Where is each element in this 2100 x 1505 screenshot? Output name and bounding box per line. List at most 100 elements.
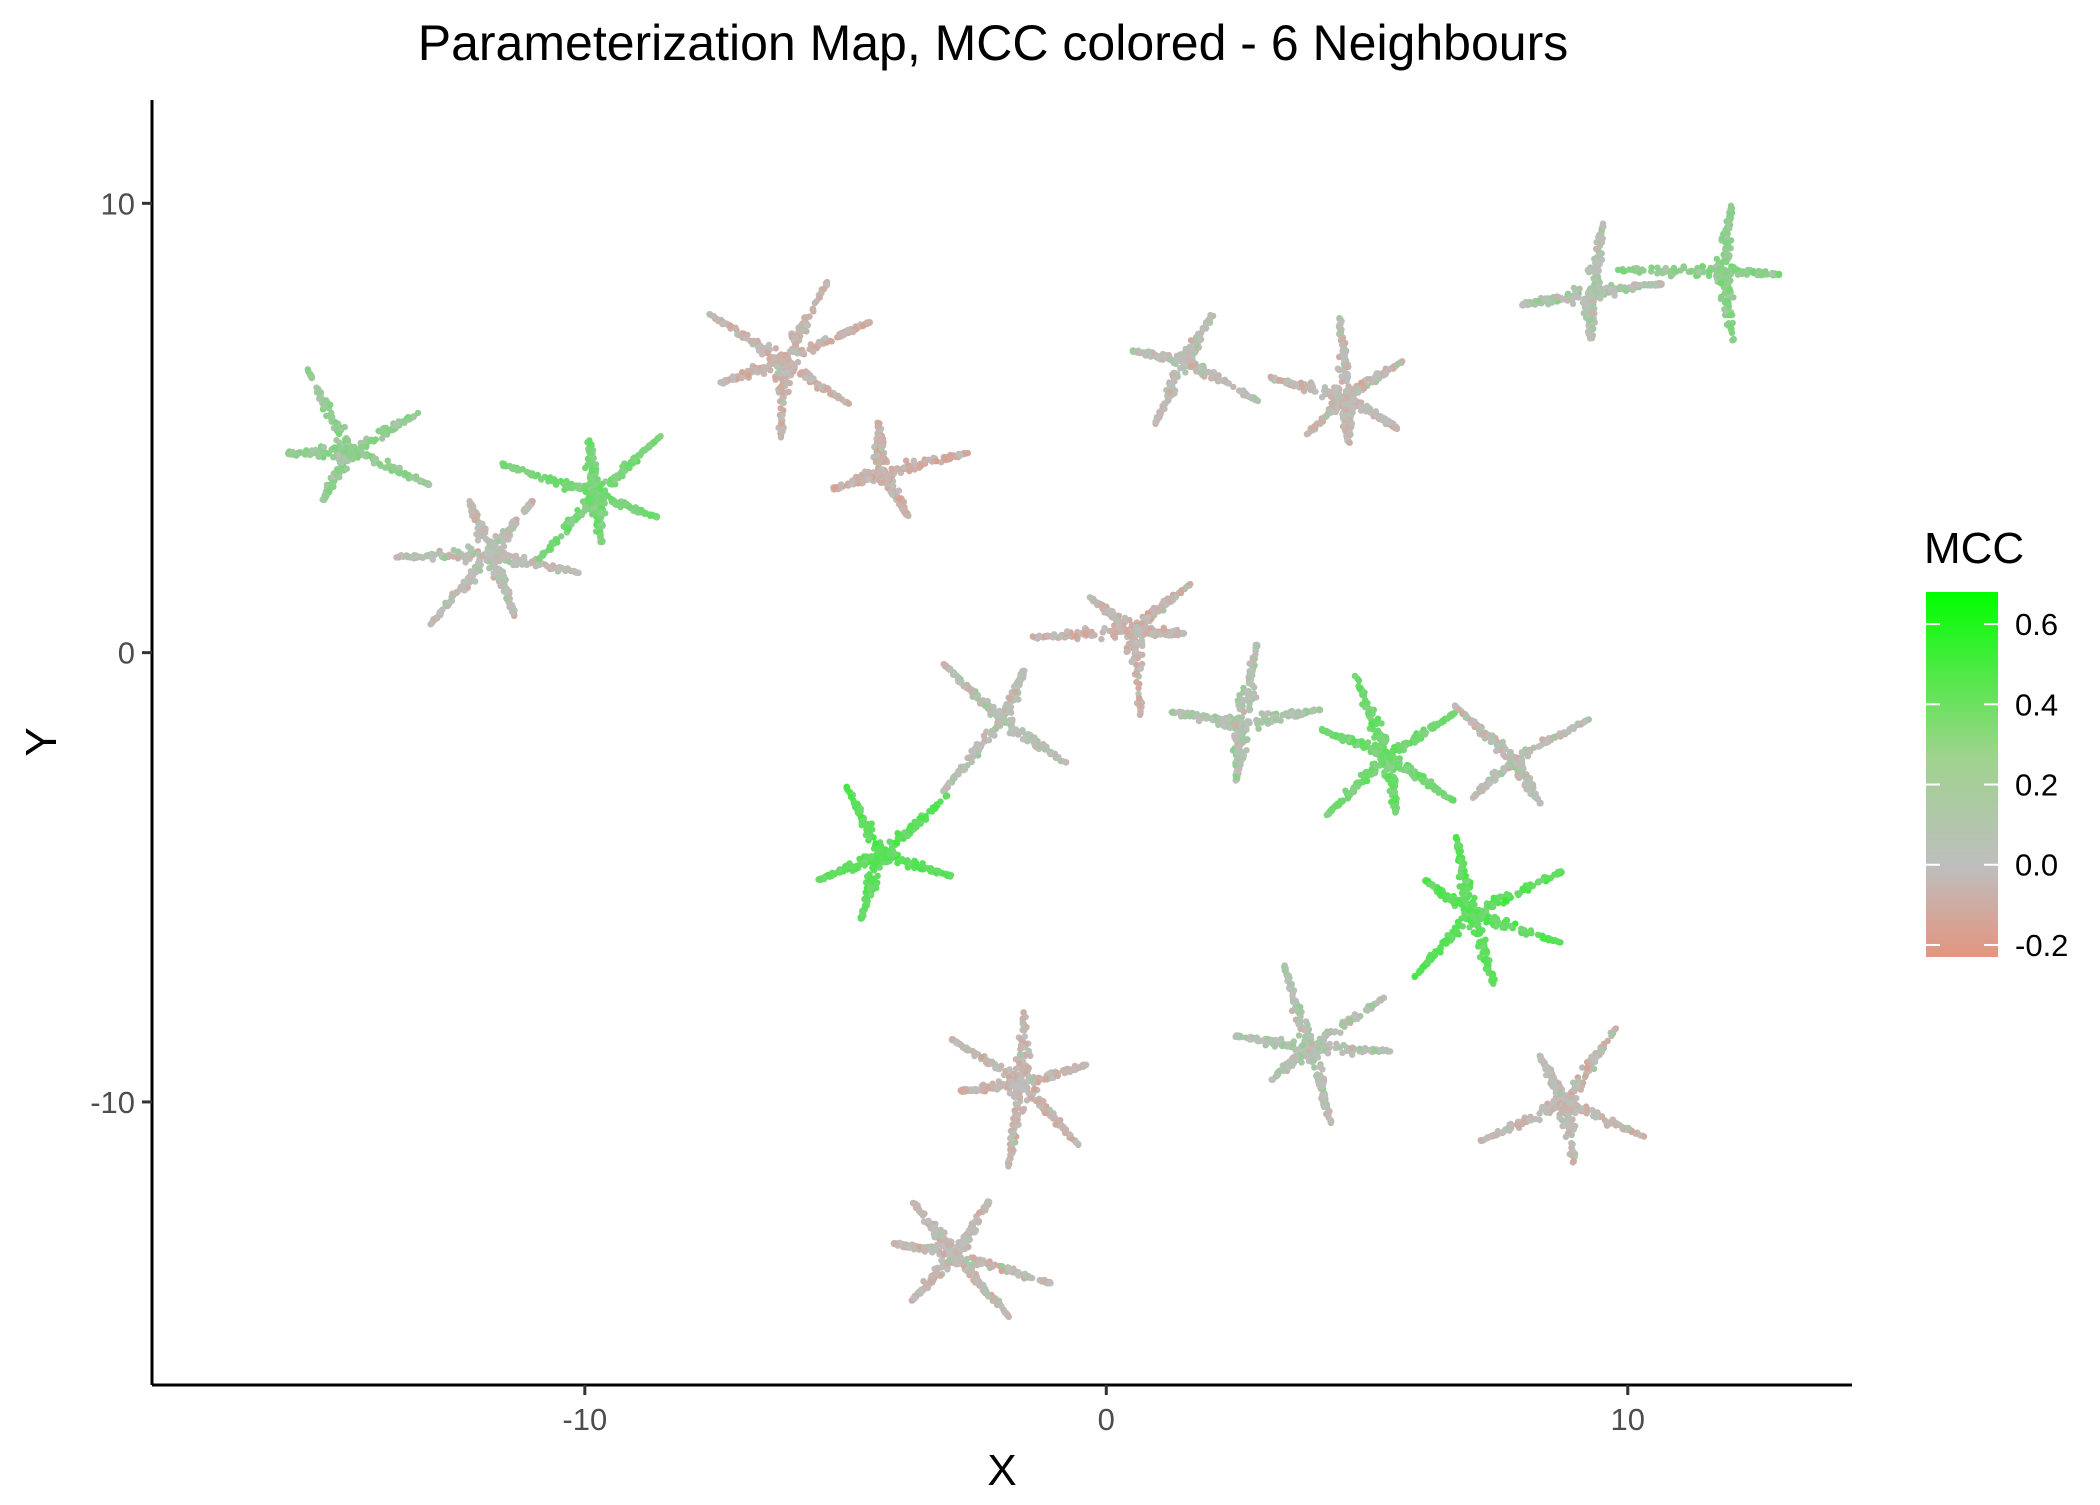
scatter-point (1235, 700, 1243, 707)
scatter-point (1187, 337, 1195, 344)
scatter-point (823, 385, 830, 392)
scatter-point (869, 875, 876, 882)
scatter-point (1380, 760, 1387, 767)
scatter-point (1149, 631, 1156, 638)
scatter-point (1699, 263, 1706, 270)
scatter-point (1133, 678, 1140, 686)
scatter-point (1658, 281, 1665, 288)
scatter-point (779, 428, 786, 435)
scatter-point (453, 589, 460, 597)
scatter-point (1101, 624, 1108, 632)
scatter-point (1583, 308, 1591, 315)
scatter-point (1372, 741, 1379, 748)
scatter-point (1187, 712, 1194, 719)
scatter-point (1596, 288, 1604, 295)
scatter-point (330, 454, 337, 461)
scatter-point (526, 471, 534, 478)
scatter-point (1216, 376, 1224, 383)
scatter-point (511, 558, 518, 565)
scatter-point (1226, 724, 1234, 732)
scatter-point (1132, 647, 1139, 655)
scatter-point (821, 875, 828, 883)
scatter-point (1235, 729, 1242, 736)
scatter-point (624, 462, 632, 470)
scatter-point (1769, 271, 1776, 278)
scatter-point (384, 457, 391, 464)
scatter-point (408, 474, 415, 481)
scatter-point (1591, 263, 1599, 271)
scatter-point (861, 895, 869, 902)
scatter-point (1589, 309, 1596, 317)
scatter-point (1007, 695, 1014, 702)
scatter-point (1088, 628, 1095, 636)
scatter-point (1726, 286, 1733, 293)
scatter-point (861, 904, 869, 911)
scatter-point (991, 732, 998, 739)
scatter-point (1744, 266, 1752, 274)
scatter-point (917, 462, 925, 470)
scatter-point (1215, 721, 1222, 728)
scatter-points (285, 202, 1783, 1321)
scatter-point (739, 369, 746, 376)
scatter-point (610, 474, 618, 481)
scatter-point (1267, 373, 1274, 380)
scatter-point (732, 324, 739, 331)
scatter-point (529, 498, 536, 505)
scatter-point (367, 437, 374, 444)
scatter-point (1726, 211, 1734, 218)
scatter-point (575, 569, 582, 577)
scatter-point (1589, 304, 1597, 311)
scatter-point (335, 451, 342, 458)
scatter-point (1358, 379, 1365, 386)
scatter-point (1082, 630, 1090, 637)
scatter-point (1715, 265, 1722, 272)
scatter-point (1351, 784, 1358, 792)
scatter-point (851, 800, 858, 808)
scatter-point (860, 322, 867, 329)
scatter-point (780, 357, 787, 364)
scatter-point (1687, 268, 1695, 275)
scatter-point (499, 574, 506, 581)
scatter-point (902, 457, 910, 464)
scatter-point (926, 808, 933, 815)
scatter-point (1195, 331, 1203, 339)
scatter-point (1238, 388, 1245, 396)
scatter-point (775, 353, 783, 360)
scatter-point (844, 326, 851, 334)
scatter-point (1374, 715, 1382, 722)
scatter-point (1175, 709, 1182, 716)
scatter-point (1240, 708, 1248, 716)
scatter-point (875, 469, 882, 476)
scatter-point (1142, 630, 1150, 637)
scatter-point (1337, 329, 1344, 336)
scatter-point (784, 379, 791, 386)
scatter-point (1359, 691, 1366, 699)
scatter-point (497, 582, 504, 590)
scatter-point (486, 565, 493, 572)
scatter-point (836, 866, 844, 873)
scatter-point (302, 451, 309, 458)
scatter-point (828, 338, 835, 345)
scatter-point (1029, 633, 1037, 640)
scatter-point (325, 450, 332, 457)
scatter-point (586, 450, 593, 457)
scatter-point (777, 384, 784, 391)
scatter-point (1136, 702, 1143, 709)
scatter-point (1168, 356, 1175, 363)
scatter-point (1472, 792, 1479, 799)
scatter-point (955, 674, 962, 681)
scatter-point (405, 416, 413, 423)
scatter-point (1178, 356, 1186, 364)
scatter-point (1629, 266, 1636, 273)
scatter-point (1728, 329, 1736, 337)
scatter-point (1590, 275, 1597, 282)
scatter-point (1586, 330, 1594, 337)
scatter-point (737, 331, 745, 339)
scatter-point (1166, 629, 1173, 637)
scatter-point (1350, 738, 1358, 745)
scatter-point (750, 337, 757, 344)
scatter-point (898, 503, 905, 510)
scatter-point (778, 420, 785, 427)
scatter-point (803, 314, 810, 321)
scatter-point (1607, 287, 1614, 294)
